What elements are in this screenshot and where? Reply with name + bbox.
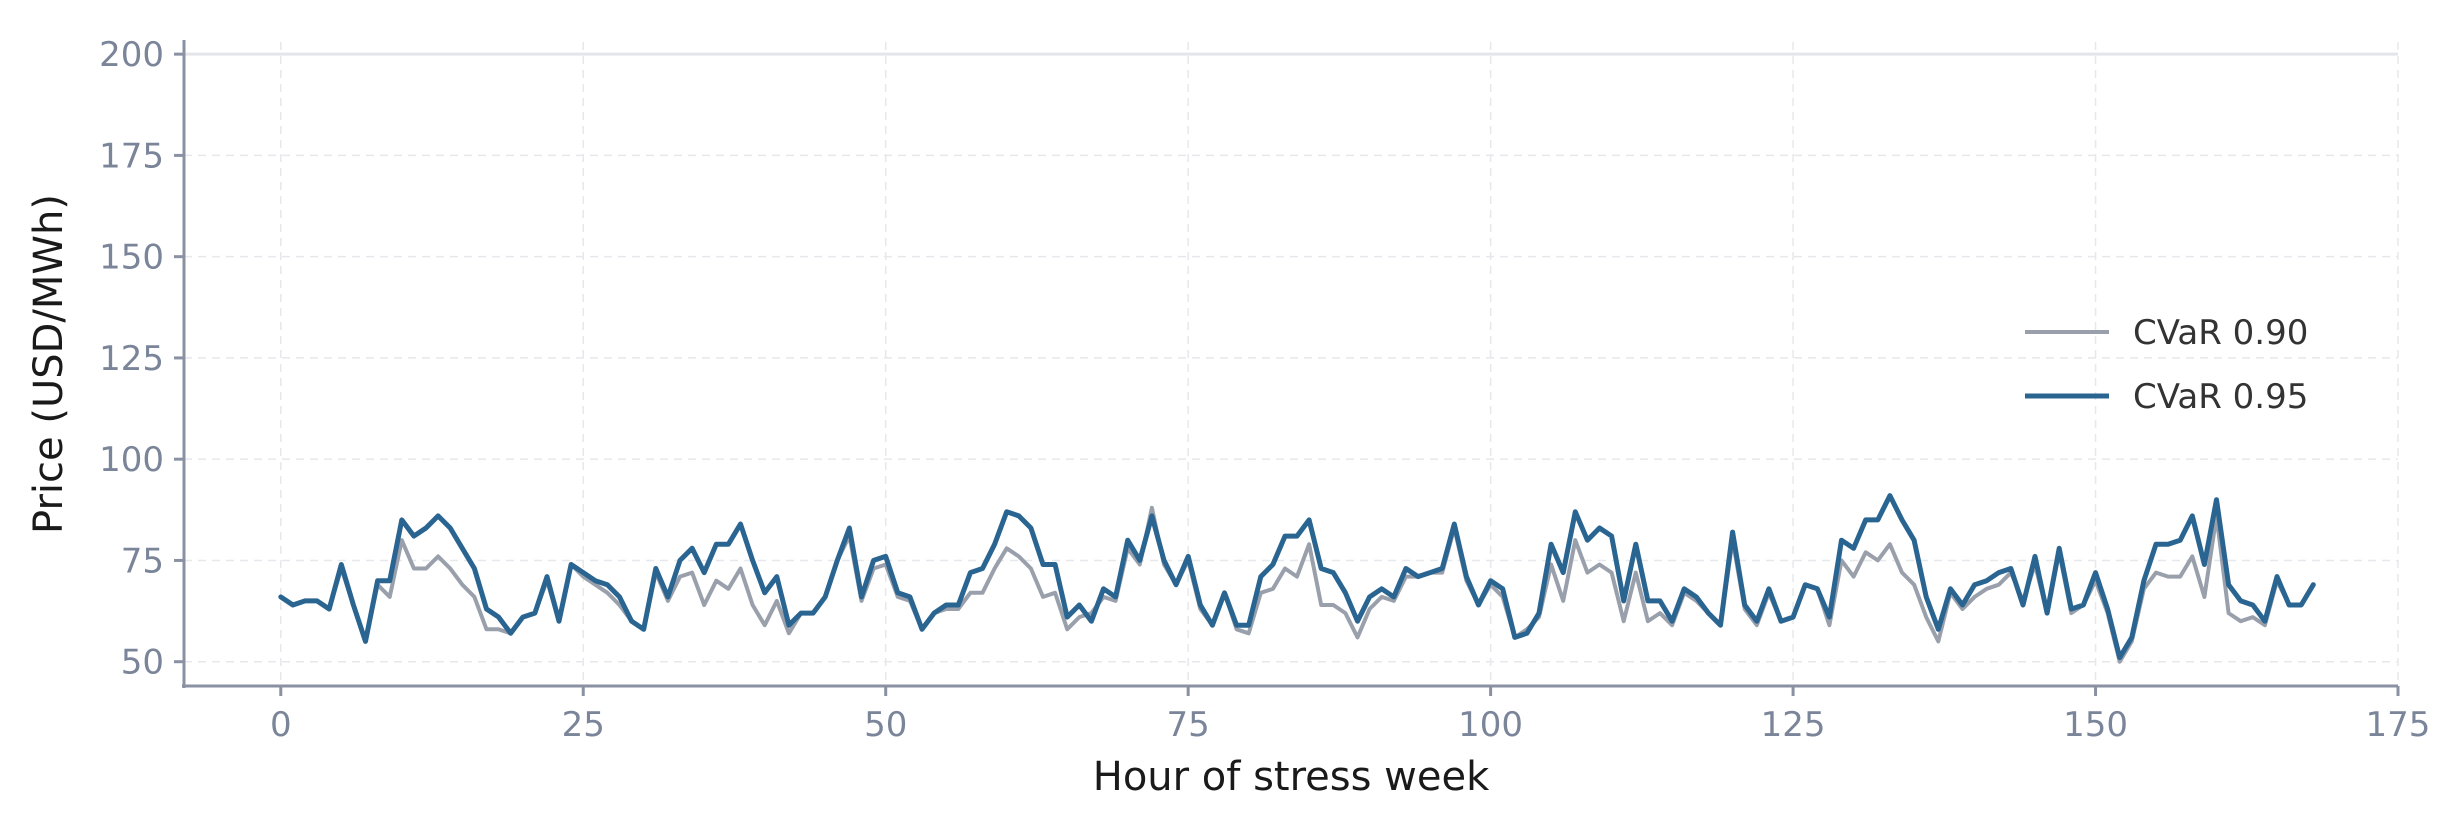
- y-tick-label: 150: [99, 238, 164, 278]
- x-tick-label: 50: [864, 705, 907, 745]
- series-line-2: [278, 493, 2316, 661]
- x-tick-label: 75: [1167, 705, 1210, 745]
- legend-label-1: CVaR 0.90: [2133, 313, 2308, 353]
- x-axis-label: Hour of stress week: [1093, 754, 1490, 800]
- y-tick-label: 100: [99, 440, 164, 480]
- y-tick-label: 200: [99, 35, 164, 75]
- y-tick-label: 125: [99, 339, 164, 379]
- x-tick-label: 125: [1761, 705, 1826, 745]
- legend: CVaR 0.90 CVaR 0.95: [2025, 313, 2308, 417]
- series-layer: [278, 493, 2316, 664]
- y-axis-label: Price (USD/MWh): [26, 194, 72, 534]
- y-tick-label: 175: [99, 136, 164, 176]
- x-tick-label: 100: [1458, 705, 1523, 745]
- series-line-1: [278, 505, 2316, 664]
- legend-label-2: CVaR 0.95: [2133, 377, 2308, 417]
- x-tick-label: 175: [2366, 705, 2431, 745]
- x-tick-label: 150: [2063, 705, 2128, 745]
- x-tick-label: 0: [270, 705, 292, 745]
- ticks: 0 25 50 75 100 125 150 175 50 75 100 125 150 175 200: [99, 35, 2430, 745]
- x-tick-label: 25: [562, 705, 605, 745]
- y-tick-label: 75: [121, 541, 164, 581]
- y-tick-label: 50: [121, 643, 164, 683]
- axes: [182, 40, 2398, 688]
